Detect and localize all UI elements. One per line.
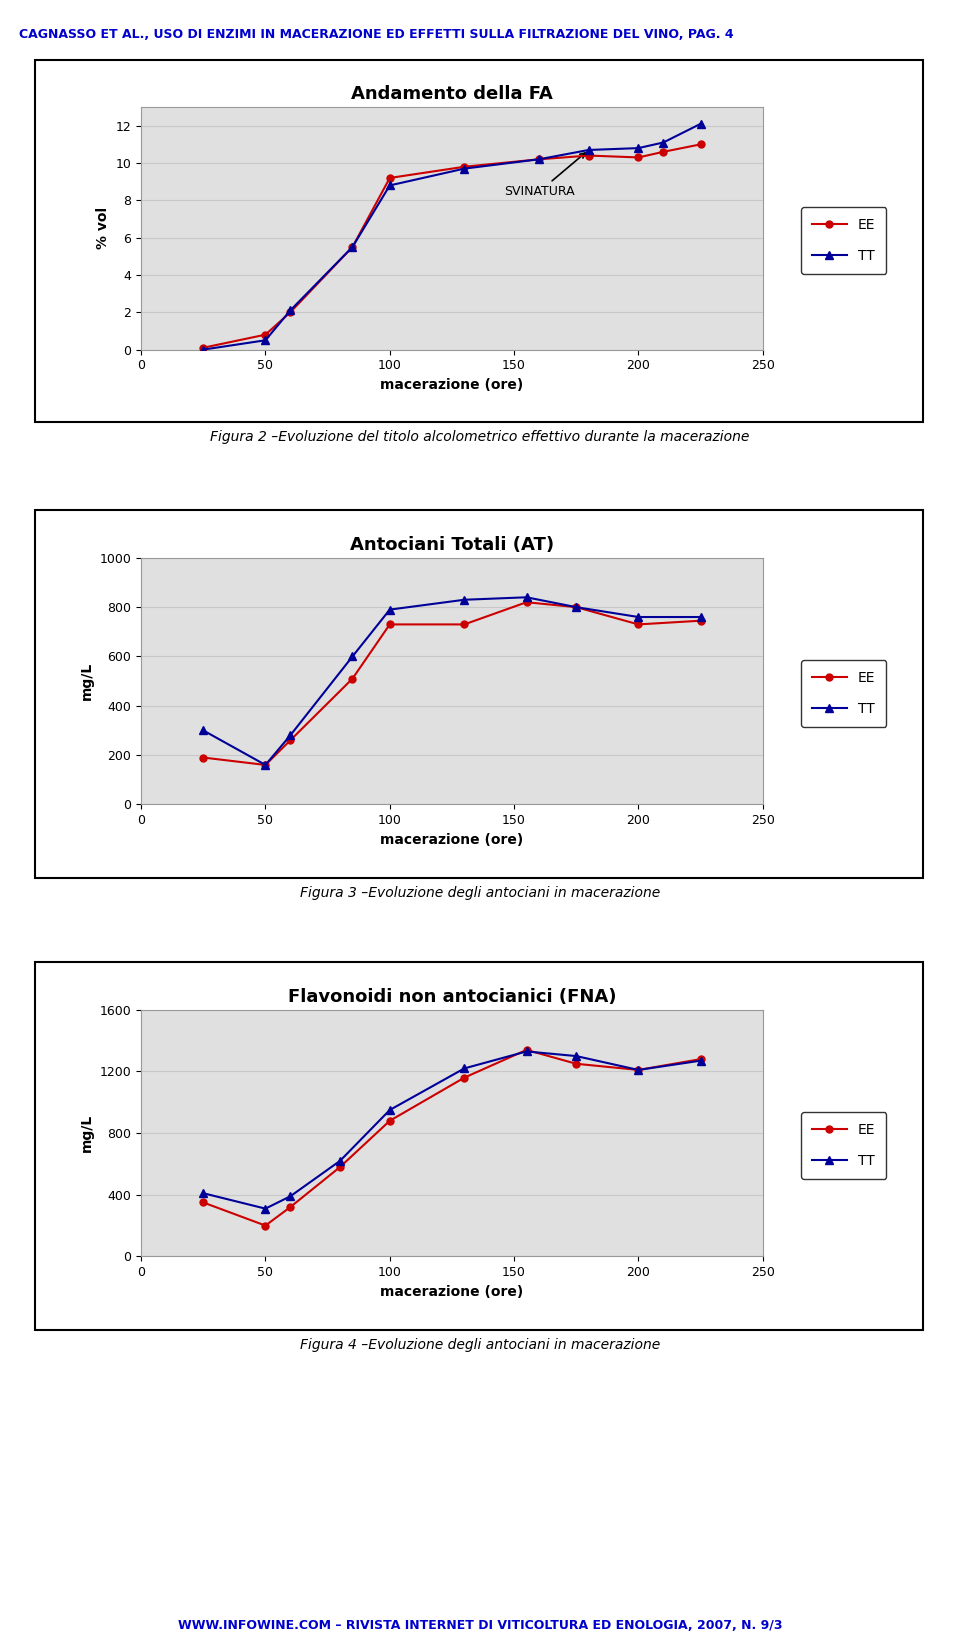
- Text: WWW.INFOWINE.COM – RIVISTA INTERNET DI VITICOLTURA ED ENOLOGIA, 2007, N. 9/3: WWW.INFOWINE.COM – RIVISTA INTERNET DI V…: [178, 1619, 782, 1632]
- X-axis label: macerazione (ore): macerazione (ore): [380, 378, 523, 392]
- EE: [284, 302, 296, 322]
- EE: [284, 1198, 296, 1218]
- TT: [583, 140, 594, 160]
- TT: [284, 725, 296, 745]
- EE: [284, 730, 296, 750]
- Y-axis label: mg/L: mg/L: [80, 662, 94, 700]
- TT: [384, 600, 396, 620]
- EE: [633, 615, 644, 634]
- TT: [533, 149, 544, 169]
- EE: [695, 611, 707, 631]
- Text: Antociani Totali (AT): Antociani Totali (AT): [349, 535, 554, 553]
- TT: [198, 1183, 209, 1203]
- EE: [259, 1216, 271, 1236]
- Y-axis label: mg/L: mg/L: [80, 1113, 94, 1151]
- TT: [347, 646, 358, 666]
- EE: [198, 748, 209, 768]
- TT: [633, 606, 644, 626]
- TT: [384, 175, 396, 195]
- TT: [695, 1051, 707, 1070]
- X-axis label: macerazione (ore): macerazione (ore): [380, 1285, 523, 1298]
- Line: TT: TT: [199, 119, 705, 354]
- TT: [459, 1059, 470, 1079]
- TT: [633, 1061, 644, 1080]
- TT: [198, 720, 209, 740]
- EE: [459, 1067, 470, 1087]
- TT: [633, 139, 644, 159]
- TT: [198, 340, 209, 360]
- TT: [347, 238, 358, 258]
- Text: Figura 2 –Evoluzione del titolo alcolometrico effettivo durante la macerazione: Figura 2 –Evoluzione del titolo alcolome…: [210, 430, 750, 444]
- Text: SVINATURA: SVINATURA: [504, 154, 586, 198]
- EE: [520, 1041, 532, 1061]
- TT: [259, 1199, 271, 1219]
- Text: Flavonoidi non antocianici (FNA): Flavonoidi non antocianici (FNA): [288, 988, 616, 1006]
- EE: [658, 142, 669, 162]
- EE: [334, 1156, 346, 1176]
- TT: [334, 1151, 346, 1171]
- Text: Figura 4 –Evoluzione degli antociani in macerazione: Figura 4 –Evoluzione degli antociani in …: [300, 1338, 660, 1353]
- TT: [459, 159, 470, 178]
- Text: Figura 3 –Evoluzione degli antociani in macerazione: Figura 3 –Evoluzione degli antociani in …: [300, 885, 660, 900]
- EE: [533, 149, 544, 169]
- TT: [284, 1186, 296, 1206]
- TT: [459, 590, 470, 610]
- EE: [570, 1054, 582, 1074]
- EE: [198, 337, 209, 357]
- TT: [284, 301, 296, 320]
- EE: [198, 1193, 209, 1213]
- EE: [583, 145, 594, 165]
- TT: [384, 1100, 396, 1120]
- EE: [633, 147, 644, 167]
- TT: [695, 114, 707, 134]
- EE: [459, 615, 470, 634]
- EE: [459, 157, 470, 177]
- EE: [633, 1061, 644, 1080]
- TT: [259, 755, 271, 775]
- Text: Andamento della FA: Andamento della FA: [351, 86, 553, 104]
- TT: [570, 1046, 582, 1066]
- Legend: EE, TT: EE, TT: [801, 206, 886, 274]
- EE: [695, 134, 707, 154]
- Legend: EE, TT: EE, TT: [801, 661, 886, 727]
- Y-axis label: % vol: % vol: [96, 206, 110, 249]
- TT: [658, 132, 669, 152]
- Line: EE: EE: [200, 140, 704, 352]
- TT: [259, 330, 271, 350]
- EE: [695, 1049, 707, 1069]
- EE: [384, 1110, 396, 1130]
- EE: [259, 325, 271, 345]
- Text: CAGNASSO ET AL., USO DI ENZIMI IN MACERAZIONE ED EFFETTI SULLA FILTRAZIONE DEL V: CAGNASSO ET AL., USO DI ENZIMI IN MACERA…: [19, 28, 733, 41]
- TT: [520, 1041, 532, 1061]
- TT: [695, 606, 707, 626]
- EE: [347, 238, 358, 258]
- Line: EE: EE: [200, 598, 704, 768]
- EE: [384, 615, 396, 634]
- EE: [570, 598, 582, 618]
- EE: [347, 669, 358, 689]
- Line: TT: TT: [199, 593, 705, 770]
- X-axis label: macerazione (ore): macerazione (ore): [380, 833, 523, 847]
- TT: [520, 588, 532, 608]
- Legend: EE, TT: EE, TT: [801, 1112, 886, 1180]
- Line: TT: TT: [199, 1047, 705, 1213]
- Line: EE: EE: [200, 1046, 704, 1229]
- EE: [384, 169, 396, 188]
- TT: [570, 598, 582, 618]
- EE: [259, 755, 271, 775]
- EE: [520, 593, 532, 613]
